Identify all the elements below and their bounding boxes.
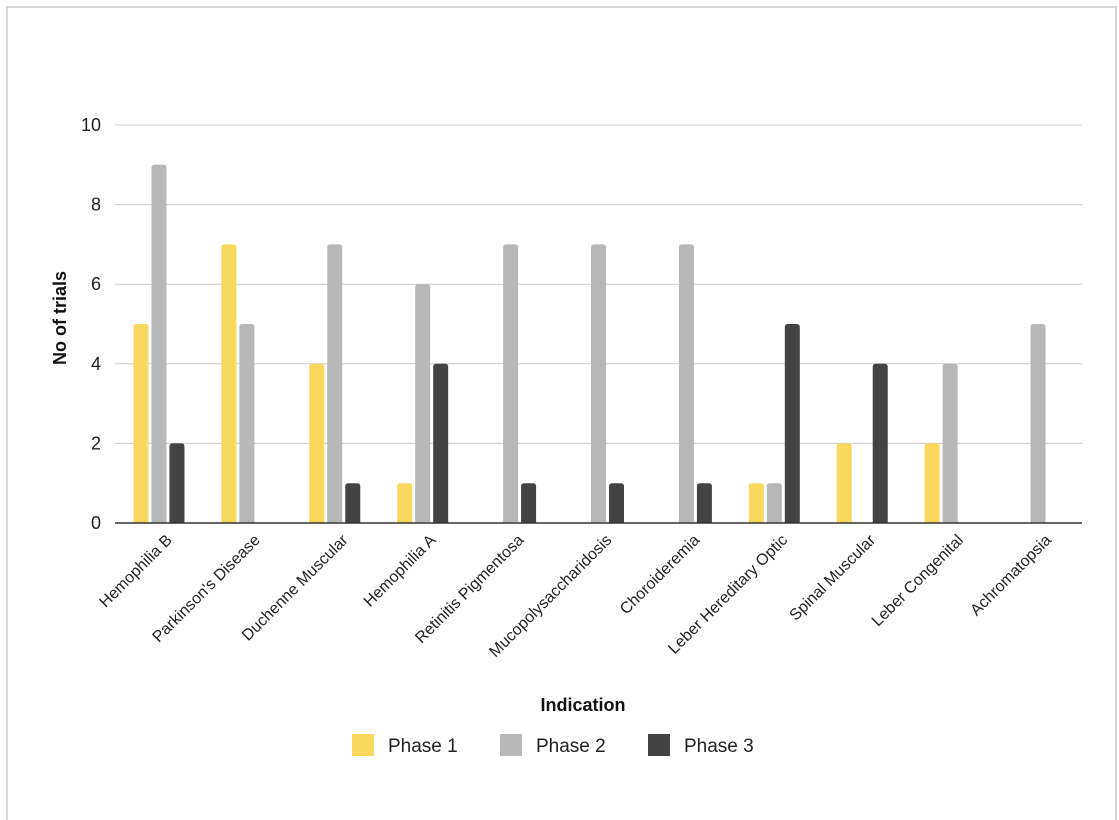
- legend-swatch: [500, 734, 522, 756]
- legend-item: Phase 3: [648, 734, 754, 757]
- chart-frame: [6, 6, 1117, 820]
- bar-phase-3: [609, 483, 624, 523]
- legend-swatch: [648, 734, 670, 756]
- bar-phase-2: [591, 244, 606, 523]
- bar-phase-2: [503, 244, 519, 523]
- legend-item: Phase 2: [500, 734, 606, 757]
- bar-phase-3: [521, 483, 537, 523]
- bar-phase-2: [239, 324, 255, 523]
- x-tick-label: Hemophilia B: [96, 532, 175, 611]
- bar-phase-2: [151, 164, 167, 524]
- bar-phase-3: [872, 363, 888, 523]
- bar-phase-2: [678, 244, 694, 523]
- x-tick-label: Spinal Muscular: [787, 531, 880, 624]
- y-axis-title: No of trials: [50, 271, 70, 365]
- bar-phase-1: [836, 443, 852, 523]
- bar-phase-3: [433, 363, 449, 523]
- x-tick-label: Hemophilia A: [361, 532, 440, 611]
- y-tick-label: 10: [81, 115, 101, 135]
- bar-phase-1: [133, 324, 149, 523]
- bar-phase-1: [748, 483, 764, 523]
- y-axis-ticks: 0 2 4 6 8 10: [81, 115, 101, 533]
- x-tick-label: Choroideremia: [617, 532, 703, 618]
- bar-phase-1: [397, 483, 413, 523]
- y-tick-label: 0: [91, 513, 101, 533]
- x-tick-label: Leber Congenital: [869, 532, 967, 630]
- legend-label: Phase 1: [388, 736, 458, 757]
- legend: Phase 1 Phase 2 Phase 3: [352, 734, 754, 757]
- legend-label: Phase 3: [684, 736, 754, 757]
- bar-phase-2: [415, 284, 431, 523]
- y-tick-label: 2: [91, 433, 101, 453]
- bar-phase-1: [309, 363, 325, 523]
- bar-phase-3: [169, 443, 185, 523]
- bar-phase-2: [327, 244, 343, 523]
- bar-phase-2: [1030, 324, 1046, 523]
- bar-phase-2: [942, 363, 958, 523]
- y-tick-label: 6: [91, 274, 101, 294]
- y-tick-label: 4: [91, 354, 101, 374]
- bar-phase-3: [784, 324, 800, 523]
- x-axis-title: Indication: [541, 695, 626, 715]
- bar-phase-2: [766, 483, 782, 523]
- legend-item: Phase 1: [352, 734, 458, 757]
- bar-phase-3: [345, 483, 361, 523]
- legend-swatch: [352, 734, 374, 756]
- bar-phase-1: [924, 443, 940, 523]
- bar-phase-3: [696, 483, 712, 523]
- legend-label: Phase 2: [536, 736, 606, 757]
- x-tick-label: Achromatopsia: [967, 532, 1055, 620]
- y-tick-label: 8: [91, 195, 101, 215]
- bar-phase-1: [221, 244, 237, 523]
- bars: [133, 164, 1046, 524]
